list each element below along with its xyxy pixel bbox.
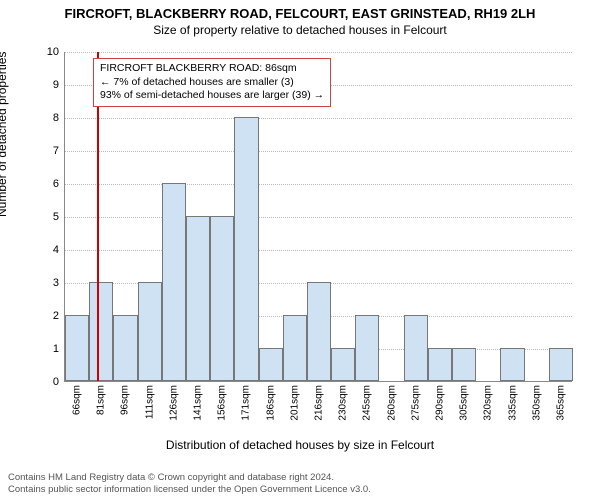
- x-tick-label: 230sqm: [338, 381, 349, 421]
- x-tick-label: 245sqm: [362, 381, 373, 421]
- x-tick-label: 290sqm: [434, 381, 445, 421]
- y-tick-label: 3: [53, 277, 65, 289]
- page-subtitle: Size of property relative to detached ho…: [0, 21, 600, 37]
- histogram-bar: [186, 216, 210, 381]
- annotation-line: ← 7% of detached houses are smaller (3): [100, 76, 324, 90]
- y-tick-label: 1: [53, 343, 65, 355]
- histogram-bar: [89, 282, 113, 381]
- gridline: [65, 52, 572, 53]
- x-tick-label: 141sqm: [193, 381, 204, 421]
- histogram-bar: [355, 315, 379, 381]
- y-tick-label: 0: [53, 376, 65, 388]
- histogram-bar: [404, 315, 428, 381]
- y-tick-label: 9: [53, 79, 65, 91]
- histogram-bar: [210, 216, 234, 381]
- histogram-bar: [549, 348, 573, 381]
- y-tick-label: 10: [47, 46, 65, 58]
- x-tick-label: 156sqm: [217, 381, 228, 421]
- histogram-bar: [452, 348, 476, 381]
- x-axis-label: Distribution of detached houses by size …: [0, 438, 600, 452]
- x-tick-label: 171sqm: [241, 381, 252, 421]
- histogram-bar: [259, 348, 283, 381]
- x-tick-label: 320sqm: [483, 381, 494, 421]
- x-tick-label: 260sqm: [386, 381, 397, 421]
- y-tick-label: 2: [53, 310, 65, 322]
- x-tick-label: 186sqm: [265, 381, 276, 421]
- histogram-bar: [428, 348, 452, 381]
- x-tick-label: 66sqm: [72, 381, 83, 415]
- page-title: FIRCROFT, BLACKBERRY ROAD, FELCOURT, EAS…: [0, 0, 600, 21]
- y-tick-label: 6: [53, 178, 65, 190]
- histogram-bar: [138, 282, 162, 381]
- gridline: [65, 250, 572, 251]
- histogram-bar: [65, 315, 89, 381]
- x-tick-label: 365sqm: [555, 381, 566, 421]
- histogram-bar: [162, 183, 186, 381]
- histogram-bar: [500, 348, 524, 381]
- y-tick-label: 5: [53, 211, 65, 223]
- gridline: [65, 118, 572, 119]
- x-tick-label: 96sqm: [120, 381, 131, 415]
- gridline: [65, 151, 572, 152]
- gridline: [65, 184, 572, 185]
- histogram-bar: [113, 315, 137, 381]
- histogram-bar: [331, 348, 355, 381]
- annotation-line: 93% of semi-detached houses are larger (…: [100, 89, 324, 103]
- plot-area: 01234567891066sqm81sqm96sqm111sqm126sqm1…: [64, 52, 572, 382]
- annotation-box: FIRCROFT BLACKBERRY ROAD: 86sqm← 7% of d…: [93, 58, 331, 107]
- x-tick-label: 335sqm: [507, 381, 518, 421]
- footer-attribution: Contains HM Land Registry data © Crown c…: [8, 472, 371, 496]
- x-tick-label: 216sqm: [314, 381, 325, 421]
- histogram-bar: [307, 282, 331, 381]
- histogram-bar: [234, 117, 258, 381]
- footer-line: Contains public sector information licen…: [8, 484, 371, 496]
- y-tick-label: 8: [53, 112, 65, 124]
- x-tick-label: 126sqm: [168, 381, 179, 421]
- x-tick-label: 201sqm: [289, 381, 300, 421]
- x-tick-label: 275sqm: [410, 381, 421, 421]
- annotation-line: FIRCROFT BLACKBERRY ROAD: 86sqm: [100, 62, 324, 76]
- histogram-chart: 01234567891066sqm81sqm96sqm111sqm126sqm1…: [64, 52, 572, 382]
- x-tick-label: 350sqm: [531, 381, 542, 421]
- x-tick-label: 305sqm: [459, 381, 470, 421]
- y-tick-label: 4: [53, 244, 65, 256]
- x-tick-label: 111sqm: [144, 381, 155, 419]
- histogram-bar: [283, 315, 307, 381]
- gridline: [65, 217, 572, 218]
- footer-line: Contains HM Land Registry data © Crown c…: [8, 472, 371, 484]
- x-tick-label: 81sqm: [96, 381, 107, 415]
- y-tick-label: 7: [53, 145, 65, 157]
- y-axis-label: Number of detached properties: [0, 52, 9, 217]
